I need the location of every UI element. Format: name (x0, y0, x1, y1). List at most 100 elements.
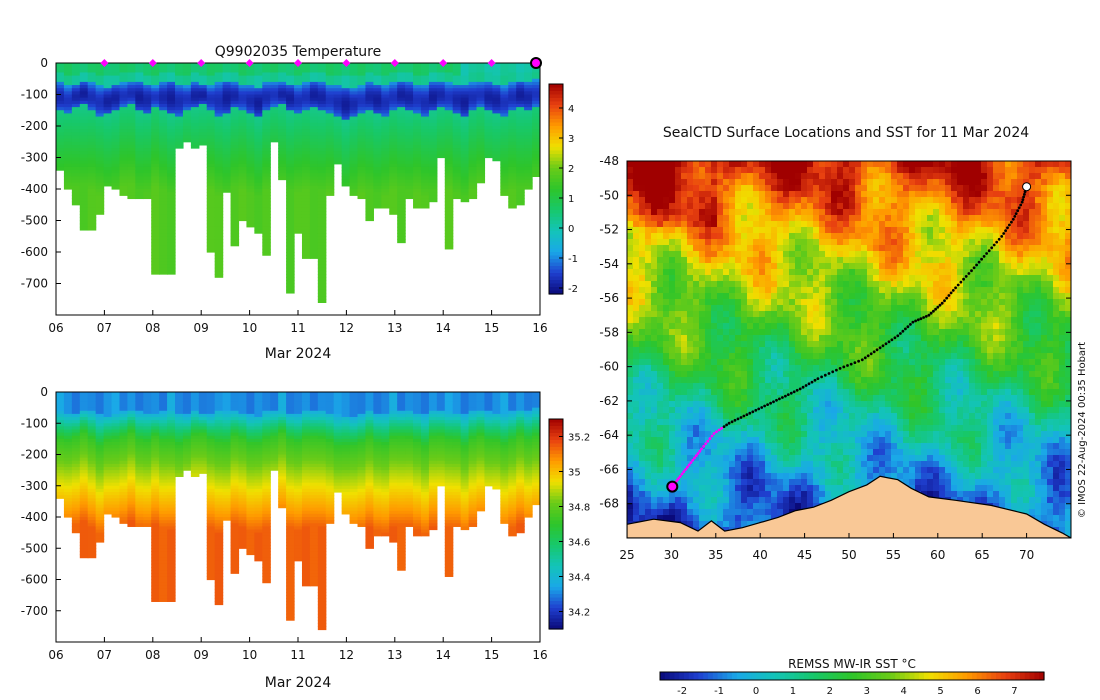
track-point (823, 373, 827, 377)
x-tick-label: 12 (339, 321, 354, 335)
track-point (849, 362, 853, 366)
sst-colorbar-tick-label: 3 (864, 686, 870, 697)
track-point (745, 413, 749, 416)
track-point (1000, 235, 1004, 238)
x-tick-label: 10 (242, 648, 257, 662)
track-point (975, 263, 978, 267)
map-credit-text: © IMOS 22-Aug-2024 00:35 Hobart (1077, 342, 1088, 518)
deployment-start-marker (666, 480, 679, 493)
y-tick-label: 0 (40, 56, 48, 70)
colorbar-tick-label: 3 (568, 134, 574, 145)
temp-chart-title: Q9902035 Temperature (215, 44, 382, 60)
colorbar-tick-label: 35 (568, 468, 581, 479)
surface-marker (100, 59, 109, 67)
track-point (742, 414, 746, 418)
colorbar-tick-label: 1 (568, 194, 574, 205)
track-point (1019, 203, 1023, 207)
track-point (1021, 198, 1025, 202)
track-point (807, 382, 811, 386)
track-point (1020, 200, 1024, 204)
track-point (842, 365, 846, 369)
track-point (751, 410, 755, 414)
track-point (940, 301, 944, 305)
track-point (887, 340, 891, 344)
current-position-marker (530, 57, 542, 69)
track-end-marker (1022, 182, 1032, 192)
map-y-tick-label: -62 (599, 394, 619, 408)
y-tick-label: -100 (21, 88, 48, 102)
map-x-tick-label: 25 (619, 548, 634, 562)
track-point (784, 394, 787, 398)
salinity-section-data (56, 392, 540, 631)
track-point (956, 283, 960, 287)
track-point (725, 423, 728, 427)
track-point (866, 354, 870, 358)
track-point (715, 430, 718, 434)
map-x-tick-label: 50 (841, 548, 856, 562)
track-point (929, 311, 933, 315)
y-tick-label: -500 (21, 541, 48, 555)
track-point (893, 336, 897, 340)
track-point (694, 454, 698, 458)
y-tick-label: -200 (21, 448, 48, 462)
track-point (769, 401, 772, 405)
track-point (899, 332, 902, 335)
map-y-tick-label: -54 (599, 257, 619, 271)
salinity-colorbar: 35.2 35 34.8 34.6 34.4 34.2 (548, 418, 590, 630)
track-point (860, 358, 864, 362)
track-point (810, 380, 814, 384)
surface-marker (148, 59, 157, 67)
colorbar-tick-label: 4 (568, 104, 574, 115)
x-tick-label: 09 (194, 321, 209, 335)
x-tick-label: 15 (484, 648, 499, 662)
track-point (712, 432, 716, 435)
colorbar-tick-label: 34.6 (568, 538, 590, 549)
track-point (987, 249, 991, 253)
sst-colorbar: -2 -1 0 1 2 3 4 5 6 7 (659, 671, 1045, 697)
track-point (977, 260, 981, 264)
track-point (720, 426, 723, 430)
y-tick-label: -600 (21, 245, 48, 259)
track-point (789, 391, 793, 395)
track-point (708, 437, 712, 440)
x-tick-label: 14 (436, 648, 451, 662)
surface-marker (245, 59, 254, 67)
track-point (890, 338, 894, 342)
y-tick-label: -300 (21, 151, 48, 165)
track-point (1010, 220, 1013, 224)
track-point (919, 317, 923, 321)
x-tick-label: 13 (387, 321, 402, 335)
track-point (680, 472, 684, 476)
y-tick-label: -300 (21, 479, 48, 493)
track-point (739, 416, 743, 419)
track-point (1017, 206, 1021, 210)
track-point (687, 463, 691, 467)
track-point (686, 465, 689, 469)
track-point (938, 303, 942, 307)
track-point (982, 255, 986, 258)
map-x-tick-label: 70 (1019, 548, 1034, 562)
track-point (1023, 193, 1026, 196)
track-point (914, 319, 917, 323)
track-point (684, 468, 687, 471)
track-point (1022, 195, 1025, 199)
track-point (901, 329, 905, 333)
track-point (835, 368, 838, 372)
x-tick-label: 08 (145, 648, 160, 662)
track-point (804, 384, 808, 387)
track-point (727, 421, 731, 425)
map-x-tick-label: 45 (797, 548, 812, 562)
colorbar-tick-label: -1 (568, 254, 578, 265)
track-point (748, 411, 752, 415)
y-tick-label: -700 (21, 277, 48, 291)
track-point (689, 461, 693, 464)
track-point (757, 407, 761, 411)
track-point (985, 252, 988, 255)
track-point (1002, 232, 1006, 235)
sst-colorbar-frame (659, 671, 1045, 681)
track-point (884, 342, 888, 346)
track-point (763, 404, 766, 408)
track-point (967, 272, 971, 275)
track-point (704, 442, 708, 446)
